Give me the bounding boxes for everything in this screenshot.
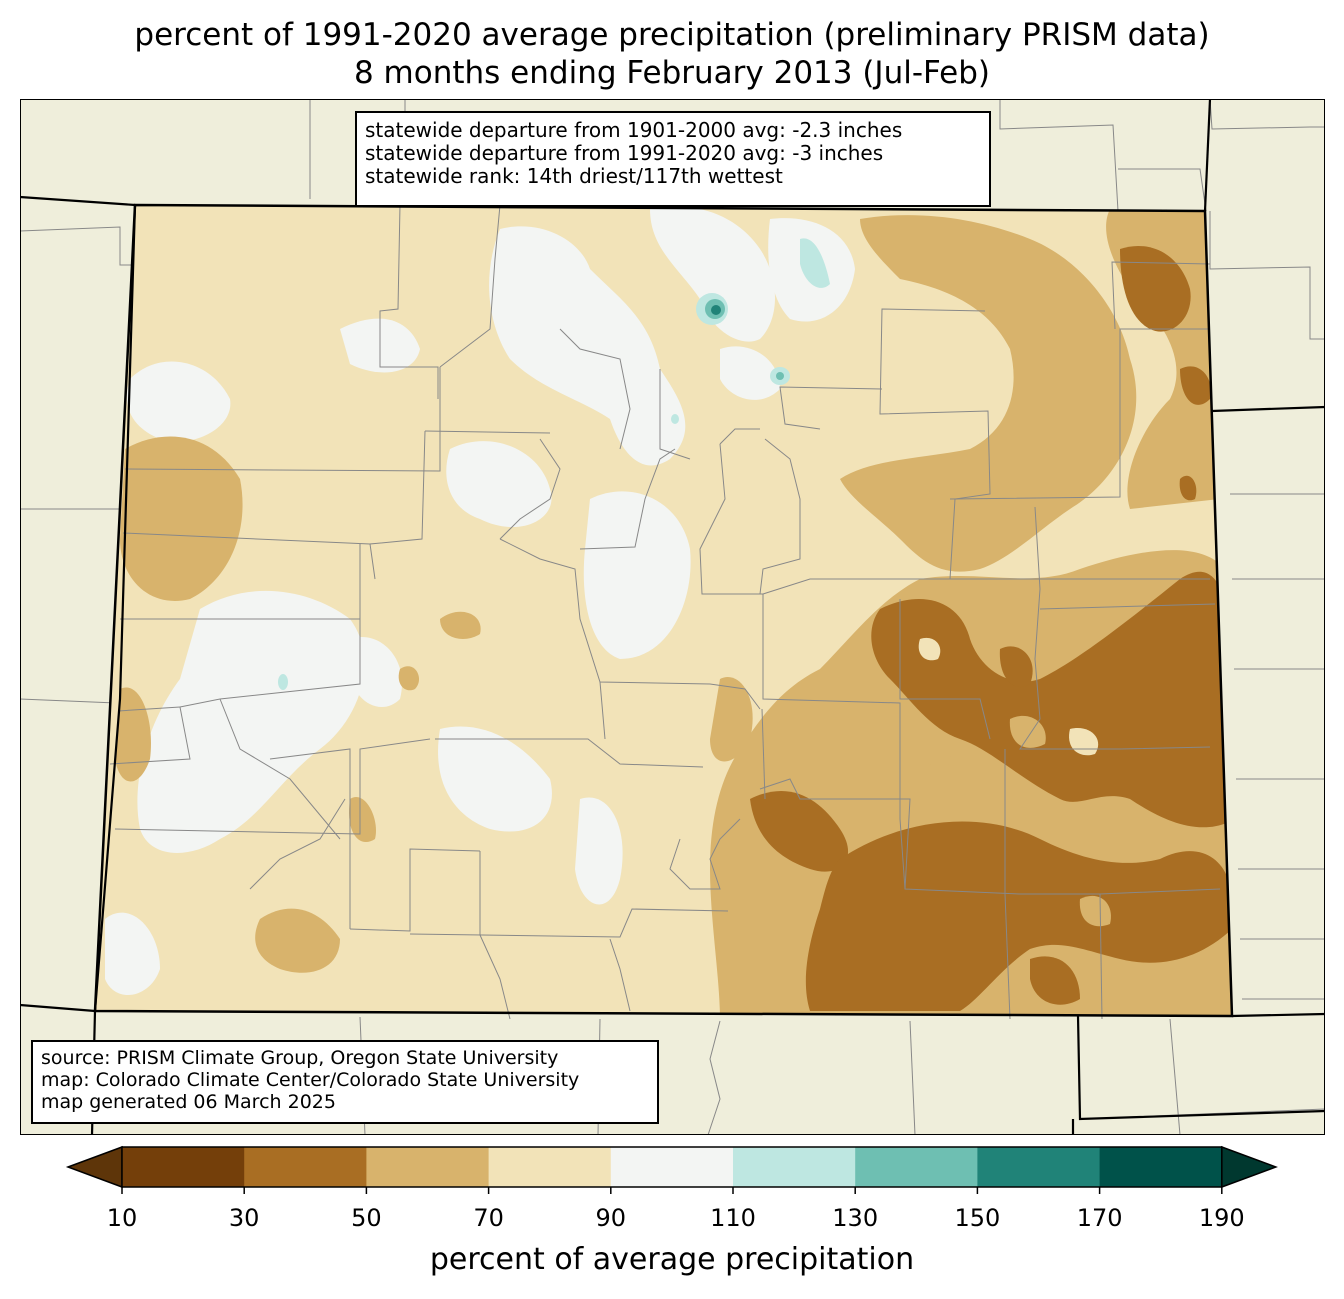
colorbar-tick-label: 10 xyxy=(106,1204,138,1232)
colorbar-tick-label: 130 xyxy=(832,1204,879,1232)
colorbar-segment xyxy=(122,1147,245,1187)
colorbar-label: percent of average precipitation xyxy=(429,1242,915,1277)
colorbar-tick-label: 90 xyxy=(595,1204,627,1232)
colorbar-segment xyxy=(1099,1147,1223,1187)
colorbar-segment xyxy=(488,1147,612,1187)
colorbar-tick-label: 170 xyxy=(1076,1204,1123,1232)
stats-line-2: statewide departure from 1991-2020 avg: … xyxy=(365,141,884,165)
colorbar-extend-high xyxy=(1221,1145,1278,1189)
stats-line-3: statewide rank: 14th driest/117th wettes… xyxy=(365,164,783,188)
colorbar-segment xyxy=(366,1147,490,1187)
colorbar-segment xyxy=(244,1147,367,1187)
colorbar-segment xyxy=(733,1147,856,1187)
colorbar-tick-label: 150 xyxy=(954,1204,1001,1232)
wet-spot-small xyxy=(776,372,784,380)
wet-spot-core xyxy=(711,305,721,315)
colorado-precip-field xyxy=(95,205,1232,1016)
statewide-stats-box: statewide departure from 1901-2000 avg: … xyxy=(355,111,991,207)
map-title-line-2: 8 months ending February 2013 (Jul-Feb) xyxy=(353,55,990,91)
colorbar-segment xyxy=(610,1147,734,1187)
source-line-2: map: Colorado Climate Center/Colorado St… xyxy=(41,1069,580,1091)
source-line-3: map generated 06 March 2025 xyxy=(41,1091,336,1113)
precipitation-map xyxy=(20,99,1325,1135)
colorbar-tick-label: 110 xyxy=(710,1204,756,1232)
colorbar-segment xyxy=(855,1147,978,1187)
colorbar-tick-label: 30 xyxy=(228,1204,260,1232)
colorbar-tick-label: 50 xyxy=(351,1204,382,1232)
stats-line-1: statewide departure from 1901-2000 avg: … xyxy=(365,118,903,142)
colorbar-tick-label: 70 xyxy=(473,1204,504,1232)
precip-colorbar xyxy=(65,1145,1278,1194)
map-title-line-1: percent of 1991-2020 average precipitati… xyxy=(134,17,1210,53)
colorado-county-lines xyxy=(109,204,1221,1020)
colorbar-extend-low xyxy=(65,1145,123,1189)
source-credits-box: source: PRISM Climate Group, Oregon Stat… xyxy=(31,1040,659,1124)
colorbar-outline xyxy=(121,1146,1223,1188)
source-line-1: source: PRISM Climate Group, Oregon Stat… xyxy=(41,1047,559,1069)
colorbar-segment xyxy=(977,1147,1101,1187)
colorbar-tick-label: 190 xyxy=(1198,1204,1245,1232)
